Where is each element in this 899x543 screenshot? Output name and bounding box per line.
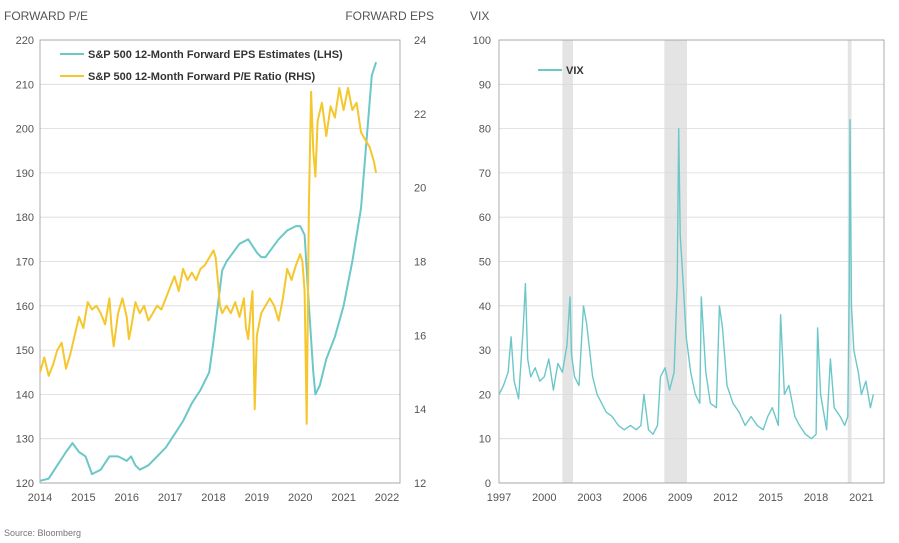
left-y-tick-label: 150 <box>16 345 34 357</box>
forward-eps-pe-chart: FORWARD P/E FORWARD EPS 1201301401501601… <box>4 9 434 504</box>
legend-label-vix: VIX <box>566 65 584 77</box>
source-note: Source: Bloomberg <box>4 528 81 538</box>
left-axis-title: FORWARD P/E <box>4 9 88 23</box>
vix-x-tick-label: 2021 <box>849 492 873 504</box>
left-y-tick-label: 200 <box>16 124 34 136</box>
vix-series-line <box>498 118 875 440</box>
left-series-lines <box>39 61 378 482</box>
left-chart-grid <box>40 39 400 484</box>
vix-x-tick-label: 2006 <box>623 492 647 504</box>
left-x-tick-label: 2014 <box>28 492 52 504</box>
left-y-tick-label: 190 <box>16 168 34 180</box>
right-chart-grid <box>499 39 884 484</box>
vix-y-tick-label: 10 <box>479 434 491 446</box>
vix-legend: VIX <box>538 65 584 77</box>
left-x-tick-label: 2021 <box>331 492 355 504</box>
vix-y-tick-label: 20 <box>479 389 491 401</box>
right-y-tick-label: 16 <box>414 330 426 342</box>
vix-y-tick-label: 40 <box>479 301 491 313</box>
right-axis-title: FORWARD EPS <box>345 9 434 23</box>
right-y-tick-label: 18 <box>414 257 426 269</box>
left-x-tick-label: 2019 <box>245 492 269 504</box>
left-y-ticks: 120 130 140 150 160 170 180 190 200 210 220 <box>16 35 34 490</box>
left-y-tick-label: 180 <box>16 212 34 224</box>
vix-y-ticks: 0 10 20 30 40 50 60 70 80 90 100 <box>473 35 491 490</box>
pe-series-line <box>39 87 378 425</box>
right-chart-frame <box>498 39 885 484</box>
right-y-tick-label: 24 <box>414 35 426 47</box>
left-y-tick-label: 220 <box>16 35 34 47</box>
vix-chart: VIX 0 10 20 30 40 50 60 70 80 90 100 1997 2000 2003 2… <box>470 9 885 504</box>
left-y-tick-label: 140 <box>16 389 34 401</box>
vix-line <box>498 118 875 440</box>
right-y-tick-label: 14 <box>414 404 426 416</box>
vix-y-tick-label: 100 <box>473 35 491 47</box>
vix-y-tick-label: 30 <box>479 345 491 357</box>
vix-y-tick-label: 80 <box>479 124 491 136</box>
left-x-tick-label: 2015 <box>71 492 95 504</box>
left-chart-frame <box>39 39 401 484</box>
left-x-tick-label: 2016 <box>115 492 139 504</box>
left-legend: S&P 500 12-Month Forward EPS Estimates (… <box>60 49 343 83</box>
right-y-tick-label: 22 <box>414 109 426 121</box>
legend-label-eps: S&P 500 12-Month Forward EPS Estimates (… <box>88 49 343 61</box>
left-x-tick-label: 2022 <box>375 492 399 504</box>
legend-label-pe: S&P 500 12-Month Forward P/E Ratio (RHS) <box>88 71 316 83</box>
vix-y-tick-label: 60 <box>479 212 491 224</box>
left-y-tick-label: 120 <box>16 478 34 490</box>
left-y-tick-label: 170 <box>16 257 34 269</box>
vix-x-tick-label: 2018 <box>804 492 828 504</box>
vix-x-tick-label: 2009 <box>668 492 692 504</box>
vix-x-tick-label: 2012 <box>713 492 737 504</box>
eps-series-line <box>39 61 378 482</box>
left-x-tick-label: 2017 <box>158 492 182 504</box>
vix-x-tick-label: 1997 <box>487 492 511 504</box>
vix-x-tick-label: 2015 <box>759 492 783 504</box>
vix-x-tick-label: 2000 <box>532 492 556 504</box>
left-y-tick-label: 160 <box>16 301 34 313</box>
left-x-ticks: 2014 2015 2016 2017 2018 2019 2020 2021 2022 <box>28 492 399 504</box>
vix-x-ticks: 1997 2000 2003 2006 2009 2012 2015 2018 2021 <box>487 492 874 504</box>
vix-axis-title: VIX <box>470 9 489 23</box>
left-x-tick-label: 2020 <box>288 492 312 504</box>
right-y-ticks: 12 14 16 18 20 22 24 <box>414 35 426 490</box>
vix-x-tick-label: 2003 <box>577 492 601 504</box>
right-y-tick-label: 20 <box>414 183 426 195</box>
left-x-tick-label: 2018 <box>201 492 225 504</box>
left-y-tick-label: 130 <box>16 434 34 446</box>
left-y-tick-label: 210 <box>16 79 34 91</box>
vix-y-tick-label: 0 <box>485 478 491 490</box>
vix-y-tick-label: 50 <box>479 257 491 269</box>
vix-y-tick-label: 90 <box>479 79 491 91</box>
vix-y-tick-label: 70 <box>479 168 491 180</box>
right-y-tick-label: 12 <box>414 478 426 490</box>
